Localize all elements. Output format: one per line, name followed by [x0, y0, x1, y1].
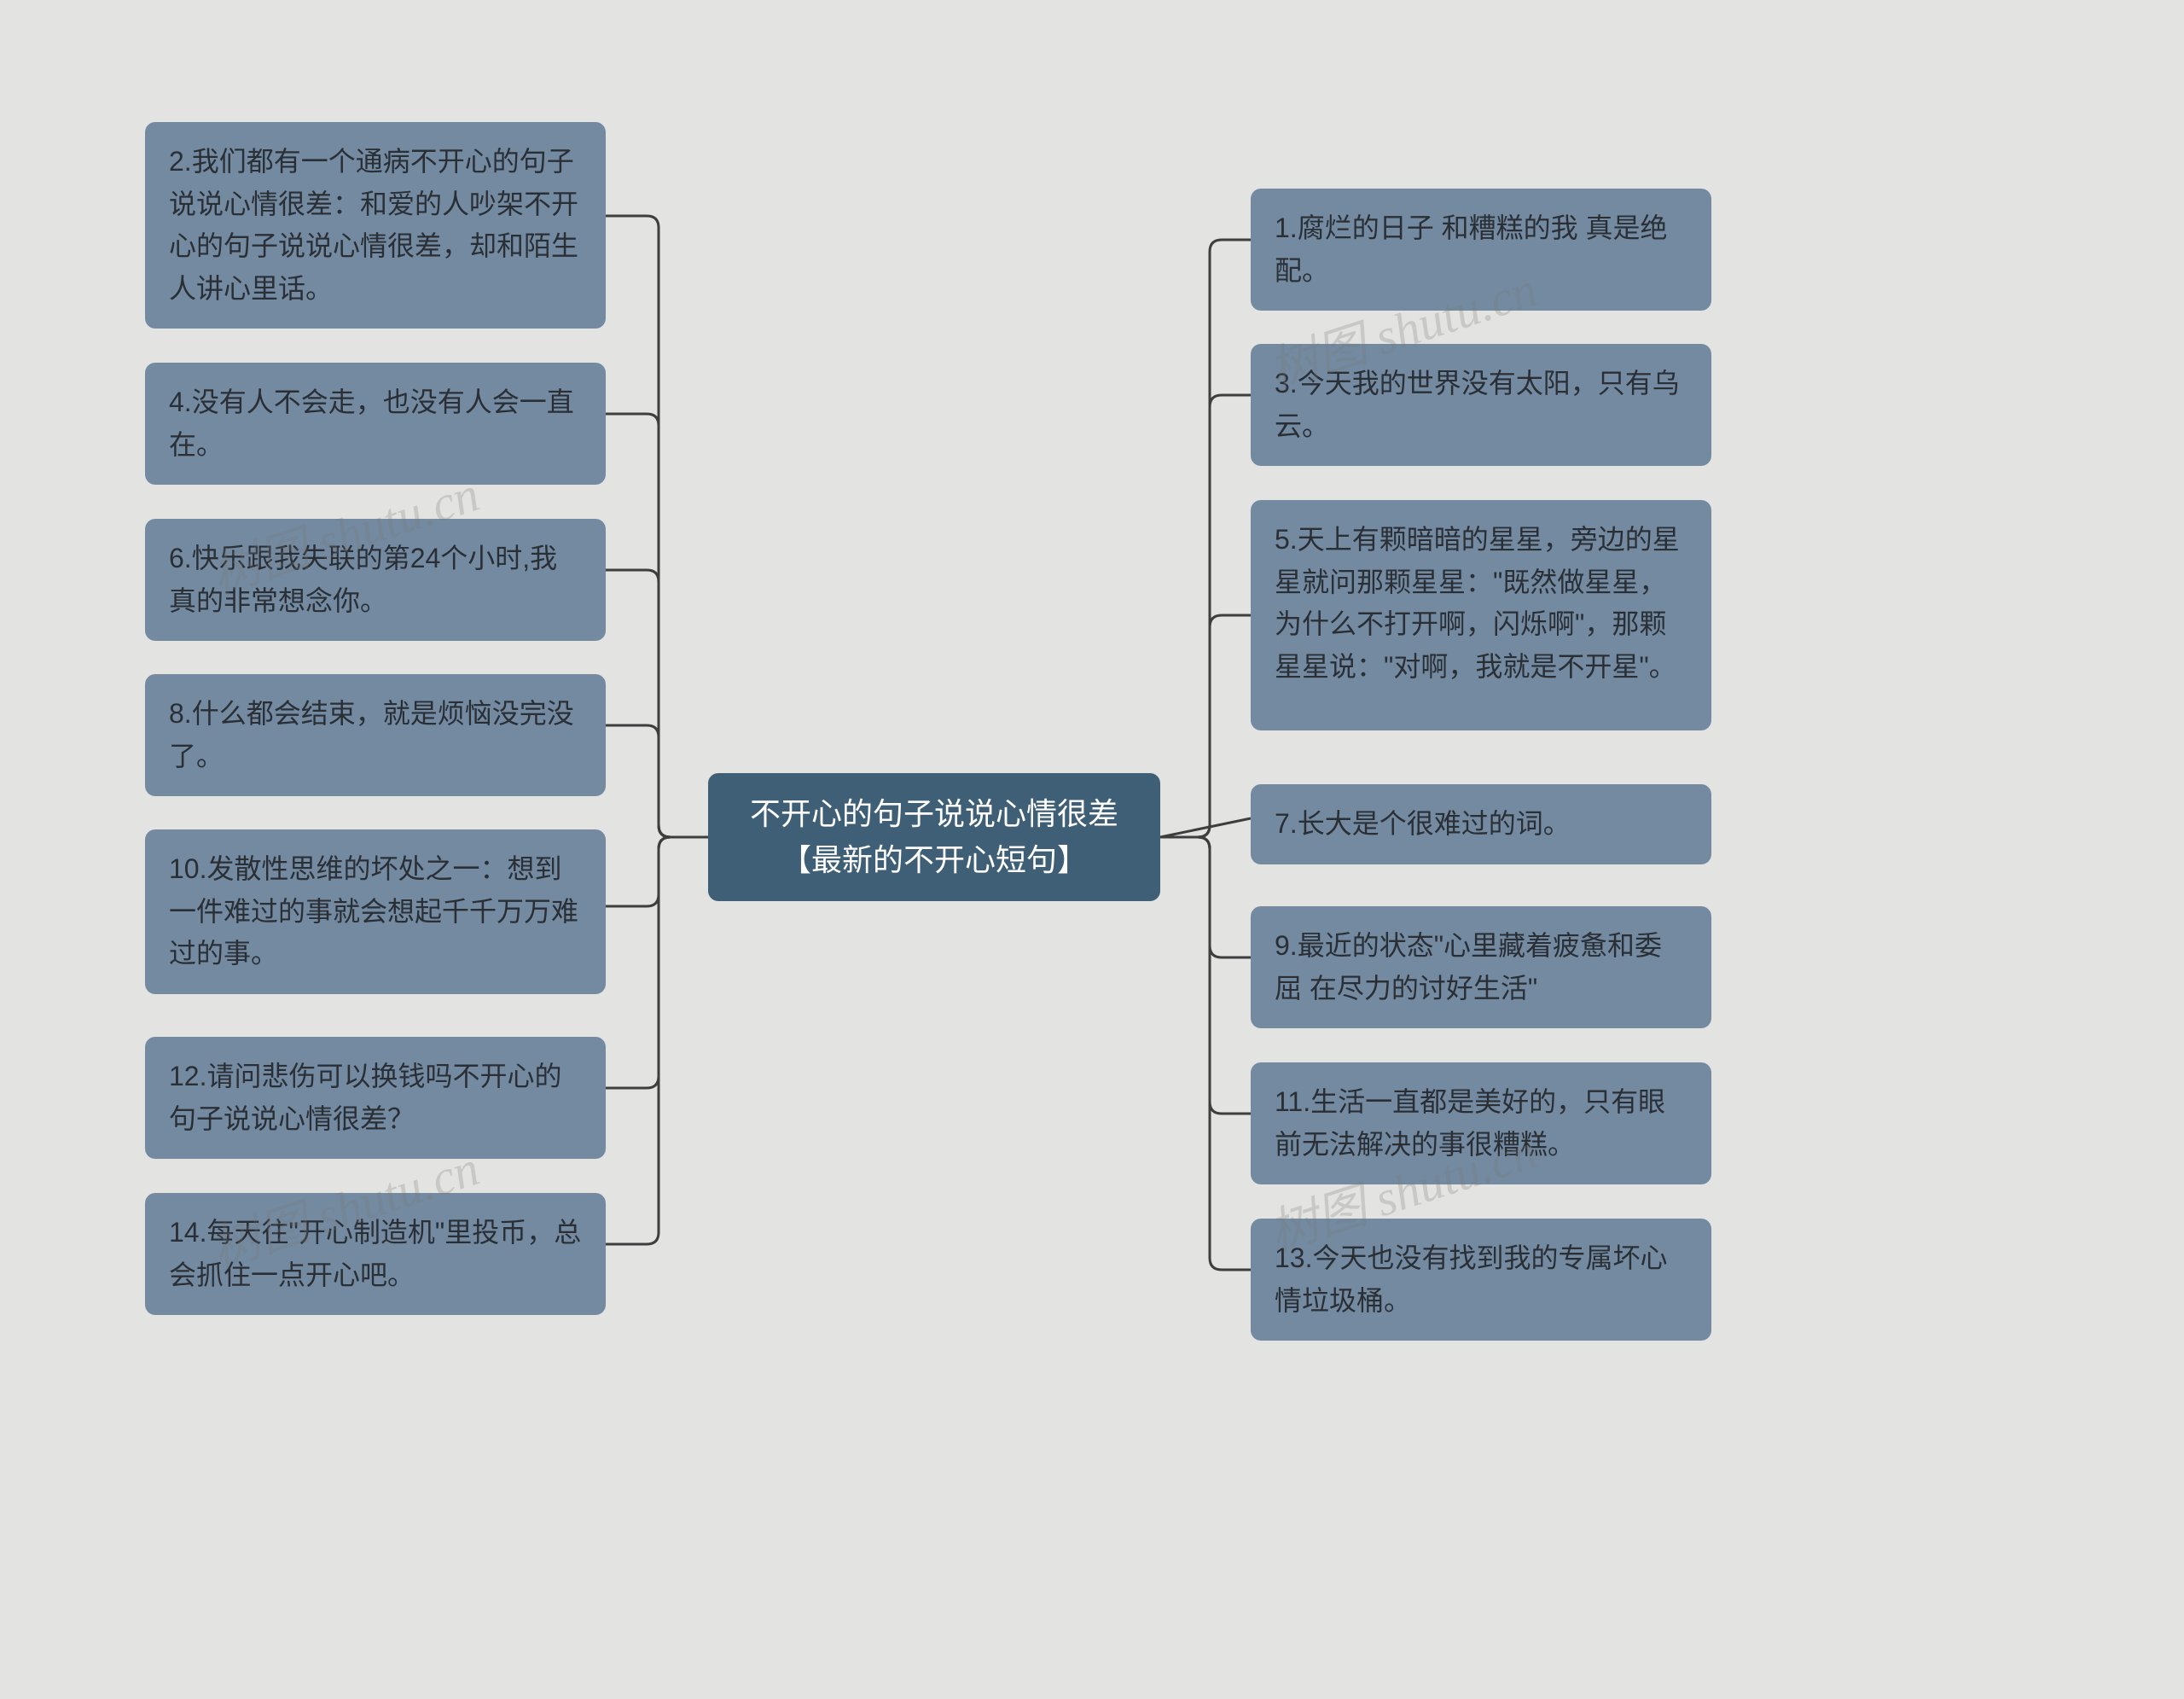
branch-node-n9: 9.最近的状态"心里藏着疲惫和委屈 在尽力的讨好生活" — [1251, 906, 1711, 1028]
branch-node-label: 10.发散性思维的坏处之一：想到一件难过的事就会想起千千万万难过的事。 — [169, 853, 578, 969]
branch-node-n3: 3.今天我的世界没有太阳，只有乌云。 — [1251, 344, 1711, 466]
branch-node-label: 9.最近的状态"心里藏着疲惫和委屈 在尽力的讨好生活" — [1275, 930, 1662, 1004]
branch-node-label: 12.请问悲伤可以换钱吗不开心的句子说说心情很差？ — [169, 1061, 562, 1134]
branch-node-n7: 7.长大是个很难过的词。 — [1251, 784, 1711, 864]
branch-node-n10: 10.发散性思维的坏处之一：想到一件难过的事就会想起千千万万难过的事。 — [145, 829, 606, 994]
connector-n12 — [606, 837, 708, 1088]
branch-node-n12: 12.请问悲伤可以换钱吗不开心的句子说说心情很差？ — [145, 1037, 606, 1159]
branch-node-label: 2.我们都有一个通病不开心的句子说说心情很差：和爱的人吵架不开心的句子说说心情很… — [169, 146, 578, 304]
connector-n6 — [606, 570, 708, 837]
connector-n3 — [1160, 395, 1251, 837]
branch-node-label: 4.没有人不会走，也没有人会一直在。 — [169, 387, 574, 460]
connector-n11 — [1160, 837, 1251, 1114]
branch-node-label: 1.腐烂的日子 和糟糕的我 真是绝配。 — [1275, 212, 1667, 286]
connector-n9 — [1160, 837, 1251, 957]
branch-node-n8: 8.什么都会结束，就是烦恼没完没了。 — [145, 674, 606, 796]
branch-node-label: 7.长大是个很难过的词。 — [1275, 808, 1571, 839]
center-node-label: 不开心的句子说说心情很差【最新的不开心短句】 — [737, 791, 1131, 883]
branch-node-n13: 13.今天也没有找到我的专属坏心情垃圾桶。 — [1251, 1219, 1711, 1341]
branch-node-n6: 6.快乐跟我失联的第24个小时,我真的非常想念你。 — [145, 519, 606, 641]
connector-n1 — [1160, 240, 1251, 837]
branch-node-n4: 4.没有人不会走，也没有人会一直在。 — [145, 363, 606, 485]
connector-n8 — [606, 725, 708, 837]
connector-n14 — [606, 837, 708, 1244]
branch-node-label: 3.今天我的世界没有太阳，只有乌云。 — [1275, 368, 1680, 441]
branch-node-label: 11.生活一直都是美好的，只有眼前无法解决的事很糟糕。 — [1275, 1086, 1665, 1160]
branch-node-label: 13.今天也没有找到我的专属坏心情垃圾桶。 — [1275, 1242, 1668, 1316]
branch-node-label: 8.什么都会结束，就是烦恼没完没了。 — [169, 698, 574, 771]
branch-node-n11: 11.生活一直都是美好的，只有眼前无法解决的事很糟糕。 — [1251, 1062, 1711, 1184]
branch-node-label: 5.天上有颗暗暗的星星，旁边的星星就问那颗星星："既然做星星，为什么不打开啊，闪… — [1275, 524, 1680, 682]
branch-node-label: 14.每天往"开心制造机"里投币，总会抓住一点开心吧。 — [169, 1217, 581, 1290]
connector-n5 — [1160, 615, 1251, 837]
branch-node-n2: 2.我们都有一个通病不开心的句子说说心情很差：和爱的人吵架不开心的句子说说心情很… — [145, 122, 606, 329]
mindmap-canvas: 不开心的句子说说心情很差【最新的不开心短句】 2.我们都有一个通病不开心的句子说… — [0, 0, 2184, 1699]
connector-n7 — [1160, 818, 1251, 837]
branch-node-n14: 14.每天往"开心制造机"里投币，总会抓住一点开心吧。 — [145, 1193, 606, 1315]
branch-node-n1: 1.腐烂的日子 和糟糕的我 真是绝配。 — [1251, 189, 1711, 311]
branch-node-n5: 5.天上有颗暗暗的星星，旁边的星星就问那颗星星："既然做星星，为什么不打开啊，闪… — [1251, 500, 1711, 730]
connector-n4 — [606, 414, 708, 837]
branch-node-label: 6.快乐跟我失联的第24个小时,我真的非常想念你。 — [169, 543, 557, 616]
connector-n13 — [1160, 837, 1251, 1270]
center-node: 不开心的句子说说心情很差【最新的不开心短句】 — [708, 773, 1160, 901]
connector-n2 — [606, 216, 708, 837]
connector-n10 — [606, 837, 708, 906]
